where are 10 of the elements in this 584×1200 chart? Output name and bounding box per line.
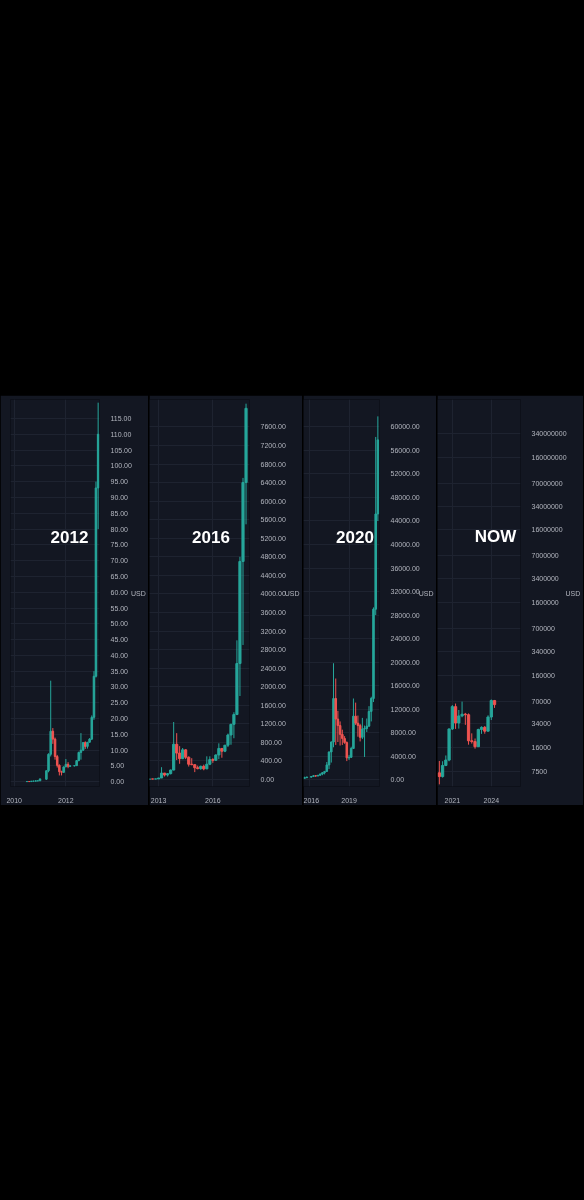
text: 2016 (192, 527, 230, 547)
candlestick (345, 740, 349, 762)
candlestick (453, 703, 458, 730)
candlestick (220, 747, 224, 759)
text: 2012 (50, 527, 89, 547)
candlestick (437, 760, 441, 785)
candlestick (457, 709, 461, 730)
candlestick (175, 732, 179, 761)
text: NOW (474, 527, 518, 546)
text: 2020 (336, 527, 374, 547)
